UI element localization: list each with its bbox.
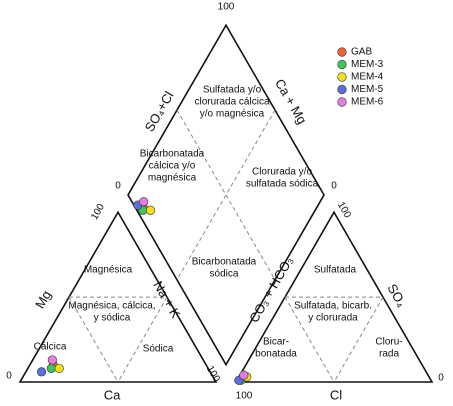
diamond bbox=[127, 23, 325, 367]
axis-label: Cl bbox=[330, 387, 342, 402]
region-label: Sódica bbox=[143, 344, 174, 355]
axis-label: SO₄+Cl bbox=[142, 89, 177, 135]
legend-swatch bbox=[337, 72, 347, 82]
axis-label: Ca + Mg bbox=[272, 76, 310, 126]
region-label: sódica bbox=[210, 269, 239, 280]
region-label: Clorurada y/o bbox=[252, 167, 312, 178]
corner-label: 100 bbox=[89, 202, 107, 222]
region-label: Magnésica bbox=[84, 265, 133, 276]
corner-label: 100 bbox=[218, 2, 235, 13]
divider bbox=[68, 296, 119, 383]
corner-label: 0 bbox=[6, 371, 12, 382]
corner-label: 0 bbox=[331, 181, 337, 192]
corner-label: 100 bbox=[236, 391, 253, 402]
cation-point bbox=[54, 363, 64, 374]
region-label: Sulfatada bbox=[314, 265, 357, 276]
divider bbox=[333, 296, 384, 383]
legend-swatch bbox=[337, 47, 347, 57]
region-label: Sulfatada y/o bbox=[203, 85, 262, 96]
region-label: Cálcica bbox=[34, 342, 67, 353]
divider bbox=[117, 296, 168, 383]
axis-label: Mg bbox=[32, 288, 54, 311]
region-label: Sulfatada, bicarb. bbox=[294, 301, 372, 312]
region-label: Bicarbonatada bbox=[192, 257, 257, 268]
legend-label: MEM-6 bbox=[351, 97, 384, 108]
region-label: magnésica bbox=[148, 173, 197, 184]
corner-label: 0 bbox=[438, 373, 444, 384]
region-label: rada bbox=[379, 349, 399, 360]
region-label: y clorurada bbox=[308, 313, 358, 324]
anion-point bbox=[239, 370, 249, 380]
axis-label: Ca bbox=[104, 387, 121, 402]
diamond-point bbox=[139, 197, 149, 207]
legend-label: GAB bbox=[351, 47, 372, 58]
legend-swatch bbox=[337, 59, 347, 70]
axis-label: Na + K bbox=[150, 278, 183, 321]
cation-point bbox=[47, 355, 57, 365]
region-label: y/o magnésica bbox=[200, 109, 265, 120]
legend-swatch bbox=[337, 84, 347, 95]
region-label: Bicar- bbox=[263, 337, 289, 348]
region-label: Cloru- bbox=[375, 337, 402, 348]
cation-point bbox=[46, 363, 56, 374]
region-label: sulfatada sódica bbox=[246, 179, 319, 190]
legend-swatch bbox=[337, 97, 347, 107]
corner-label: 0 bbox=[115, 181, 121, 192]
diamond-point bbox=[145, 205, 156, 215]
cation-point bbox=[36, 367, 47, 377]
legend-label: MEM-4 bbox=[351, 72, 384, 83]
region-label: cálcica y/o bbox=[149, 161, 196, 172]
divider bbox=[176, 109, 276, 281]
divider bbox=[284, 296, 335, 383]
region-label: clorurada cálcica bbox=[194, 97, 269, 108]
region-label: bonatada bbox=[255, 349, 297, 360]
region-label: Bicarbonatada bbox=[140, 149, 205, 160]
legend-label: MEM-5 bbox=[351, 84, 384, 95]
region-label: Magnésica, cálcica, bbox=[68, 301, 155, 312]
legend-label: MEM-3 bbox=[351, 59, 384, 70]
region-label: y sódica bbox=[94, 313, 131, 324]
